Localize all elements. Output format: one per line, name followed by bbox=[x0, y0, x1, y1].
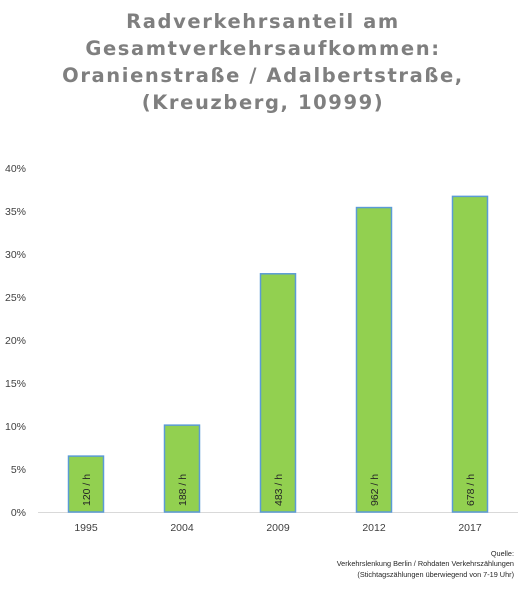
bar bbox=[67, 455, 105, 513]
y-tick-label: 20% bbox=[5, 335, 26, 347]
y-tick-label: 5% bbox=[11, 464, 26, 476]
y-tick-label: 10% bbox=[5, 421, 26, 433]
chart-title-line-3: Oranienstraße / Adalbertstraße, bbox=[62, 64, 464, 87]
y-tick-label: 40% bbox=[5, 163, 26, 175]
y-tick-label: 30% bbox=[5, 249, 26, 261]
bar bbox=[259, 273, 297, 513]
source-note: Quelle: Verkehrslenkung Berlin / Rohdate… bbox=[337, 549, 514, 580]
y-tick-label: 15% bbox=[5, 378, 26, 390]
source-line-3: (Stichtagszählungen überwiegend von 7-19… bbox=[357, 569, 514, 579]
bar-data-label: 120 / h bbox=[81, 474, 93, 506]
y-tick-label: 35% bbox=[5, 206, 26, 218]
x-tick-label: 2004 bbox=[170, 522, 194, 534]
chart-title-line-1: Radverkehrsanteil am bbox=[126, 10, 400, 33]
bar-data-label: 678 / h bbox=[465, 474, 477, 506]
source-line-2: Verkehrslenkung Berlin / Rohdaten Verkeh… bbox=[336, 559, 514, 569]
x-tick-label: 2017 bbox=[458, 522, 482, 534]
chart-title: Radverkehrsanteil am Gesamtverkehrsaufko… bbox=[0, 8, 526, 116]
bar-data-label: 483 / h bbox=[273, 474, 285, 506]
x-tick-label: 1995 bbox=[74, 522, 98, 534]
bar bbox=[451, 195, 489, 513]
bar-data-label: 188 / h bbox=[177, 474, 189, 506]
bar bbox=[163, 424, 201, 513]
source-line-1: Quelle: bbox=[490, 549, 514, 558]
x-tick-label: 2012 bbox=[362, 522, 386, 534]
chart-title-line-4: (Kreuzberg, 10999) bbox=[141, 91, 385, 114]
y-tick-label: 25% bbox=[5, 292, 26, 304]
x-tick-label: 2009 bbox=[266, 522, 290, 534]
bar bbox=[355, 206, 393, 513]
bar-data-label: 962 / h bbox=[369, 474, 381, 506]
chart-title-line-2: Gesamtverkehrsaufkommen: bbox=[85, 37, 441, 60]
y-tick-label: 0% bbox=[11, 507, 26, 519]
